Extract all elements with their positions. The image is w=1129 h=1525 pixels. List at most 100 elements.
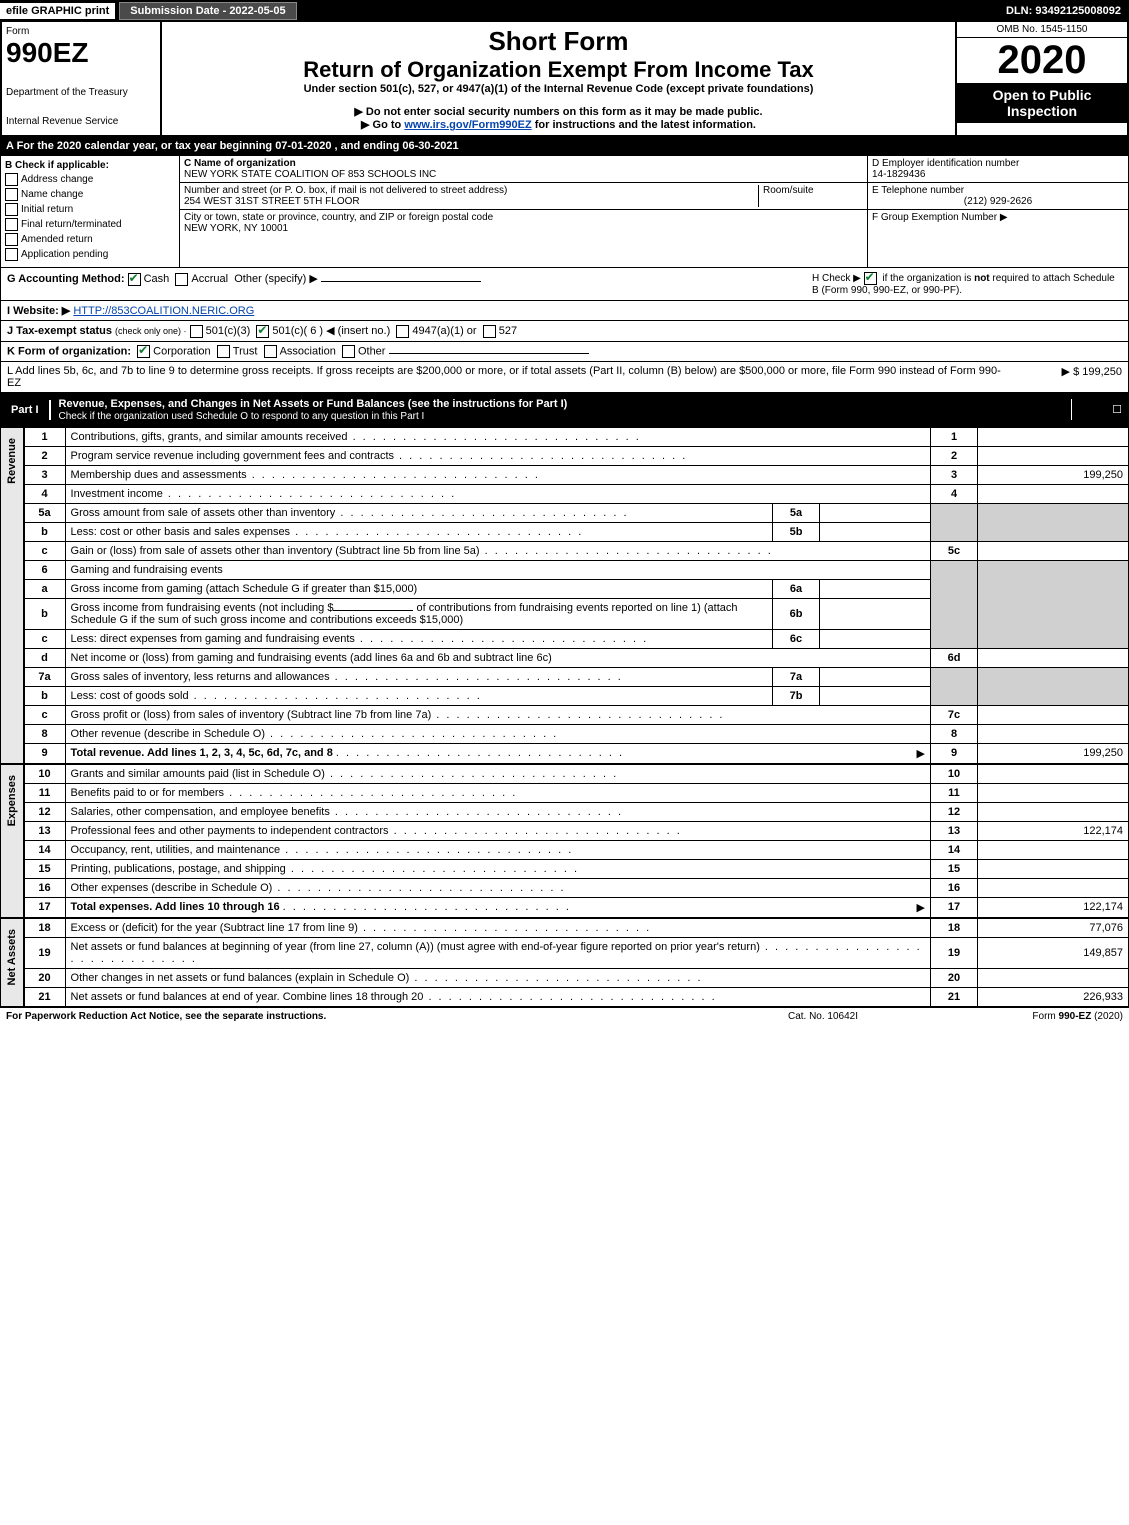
line-21-amt: 226,933 (978, 987, 1129, 1006)
dln-label: DLN: 93492125008092 (998, 3, 1129, 19)
line-6b-mini: 6b (773, 598, 820, 629)
part-1-check[interactable]: ☐ (1071, 399, 1128, 420)
line-2-desc: Program service revenue including govern… (65, 446, 930, 465)
row-g-h: G Accounting Method: Cash Accrual Other … (0, 268, 1129, 301)
line-11-box: 11 (931, 783, 978, 802)
ein-value: 14-1829436 (872, 169, 925, 180)
line-15-desc: Printing, publications, postage, and shi… (65, 859, 930, 878)
line-7a-num: 7a (24, 667, 65, 686)
chk-final-return[interactable]: Final return/terminated (5, 218, 175, 231)
chk-amended-return[interactable]: Amended return (5, 233, 175, 246)
j-sub: (check only one) · (115, 326, 187, 336)
line-13-num: 13 (24, 821, 65, 840)
line-16-num: 16 (24, 878, 65, 897)
line-6a-num: a (24, 579, 65, 598)
footer-right: Form 990-EZ (2020) (923, 1011, 1123, 1022)
line-21-num: 21 (24, 987, 65, 1006)
line-18-num: 18 (24, 918, 65, 937)
line-6c-num: c (24, 629, 65, 648)
line-3-num: 3 (24, 465, 65, 484)
department-label-1: Department of the Treasury (6, 87, 156, 98)
chk-initial-return[interactable]: Initial return (5, 203, 175, 216)
line-21-box: 21 (931, 987, 978, 1006)
part-1-label: Part I (1, 400, 51, 420)
line-2-box: 2 (931, 446, 978, 465)
line-20-amt (978, 968, 1129, 987)
opt-association: Association (280, 345, 336, 357)
line-2-amt (978, 446, 1129, 465)
line-7c-num: c (24, 705, 65, 724)
c-name-label: C Name of organization (184, 158, 296, 169)
chk-4947[interactable] (396, 325, 409, 338)
form-word: Form (6, 26, 156, 37)
line-1-num: 1 (24, 427, 65, 446)
chk-accrual[interactable] (175, 273, 188, 286)
line-15-box: 15 (931, 859, 978, 878)
chk-other-org[interactable] (342, 345, 355, 358)
room-suite-label: Room/suite (763, 185, 814, 196)
line-5c-num: c (24, 541, 65, 560)
line-15-num: 15 (24, 859, 65, 878)
line-12-desc: Salaries, other compensation, and employ… (65, 802, 930, 821)
revenue-side-label: Revenue (0, 427, 24, 764)
line-6b-num: b (24, 598, 65, 629)
irs-link[interactable]: www.irs.gov/Form990EZ (404, 119, 531, 131)
line-20-box: 20 (931, 968, 978, 987)
chk-association[interactable] (264, 345, 277, 358)
line-14-desc: Occupancy, rent, utilities, and maintena… (65, 840, 930, 859)
chk-cash[interactable] (128, 273, 141, 286)
l-text: L Add lines 5b, 6c, and 7b to line 9 to … (7, 365, 1002, 389)
g-label: G Accounting Method: (7, 273, 125, 285)
line-6a-desc: Gross income from gaming (attach Schedul… (65, 579, 772, 598)
line-9-desc: Total revenue. Add lines 1, 2, 3, 4, 5c,… (65, 743, 930, 763)
chk-name-change[interactable]: Name change (5, 188, 175, 201)
chk-address-change[interactable]: Address change (5, 173, 175, 186)
line-19-num: 19 (24, 937, 65, 968)
line-6d-desc: Net income or (loss) from gaming and fun… (65, 648, 930, 667)
opt-trust: Trust (233, 345, 258, 357)
line-6d-box: 6d (931, 648, 978, 667)
line-11-desc: Benefits paid to or for members (65, 783, 930, 802)
footer-left: For Paperwork Reduction Act Notice, see … (6, 1011, 723, 1022)
l-amount: ▶ $ 199,250 (1002, 365, 1122, 389)
chk-501c[interactable] (256, 325, 269, 338)
opt-527: 527 (499, 325, 517, 337)
website-link[interactable]: HTTP://853COALITION.NERIC.ORG (73, 305, 254, 317)
line-19-box: 19 (931, 937, 978, 968)
note-goto: ▶ Go to www.irs.gov/Form990EZ for instru… (166, 118, 951, 131)
line-11-amt (978, 783, 1129, 802)
line-14-num: 14 (24, 840, 65, 859)
line-20-desc: Other changes in net assets or fund bala… (65, 968, 930, 987)
chk-application-pending[interactable]: Application pending (5, 248, 175, 261)
return-title: Return of Organization Exempt From Incom… (166, 57, 951, 83)
line-6b-desc: Gross income from fundraising events (no… (65, 598, 772, 629)
line-9-amt: 199,250 (978, 743, 1129, 763)
line-16-box: 16 (931, 878, 978, 897)
expenses-side-label: Expenses (0, 764, 24, 918)
line-17-box: 17 (931, 897, 978, 917)
line-6c-desc: Less: direct expenses from gaming and fu… (65, 629, 772, 648)
line-12-num: 12 (24, 802, 65, 821)
d-ein-label: D Employer identification number (872, 158, 1019, 169)
chk-corporation[interactable] (137, 345, 150, 358)
identity-block: B Check if applicable: Address change Na… (0, 155, 1129, 268)
line-8-box: 8 (931, 724, 978, 743)
line-5a-mini: 5a (773, 503, 820, 522)
org-city: NEW YORK, NY 10001 (184, 223, 288, 234)
chk-trust[interactable] (217, 345, 230, 358)
omb-number: OMB No. 1545-1150 (957, 22, 1127, 38)
chk-schedule-b[interactable] (864, 272, 877, 285)
line-6d-amt (978, 648, 1129, 667)
netassets-table: 18Excess or (deficit) for the year (Subt… (24, 918, 1129, 1007)
top-bar: efile GRAPHIC print Submission Date - 20… (0, 0, 1129, 22)
submission-date: Submission Date - 2022-05-05 (119, 2, 296, 20)
short-form-title: Short Form (166, 26, 951, 57)
line-1-box: 1 (931, 427, 978, 446)
line-6-desc: Gaming and fundraising events (65, 560, 930, 579)
line-14-amt (978, 840, 1129, 859)
chk-501c3[interactable] (190, 325, 203, 338)
section-b-title: B Check if applicable: (5, 160, 175, 171)
form-number: 990EZ (6, 37, 156, 69)
chk-527[interactable] (483, 325, 496, 338)
line-19-amt: 149,857 (978, 937, 1129, 968)
